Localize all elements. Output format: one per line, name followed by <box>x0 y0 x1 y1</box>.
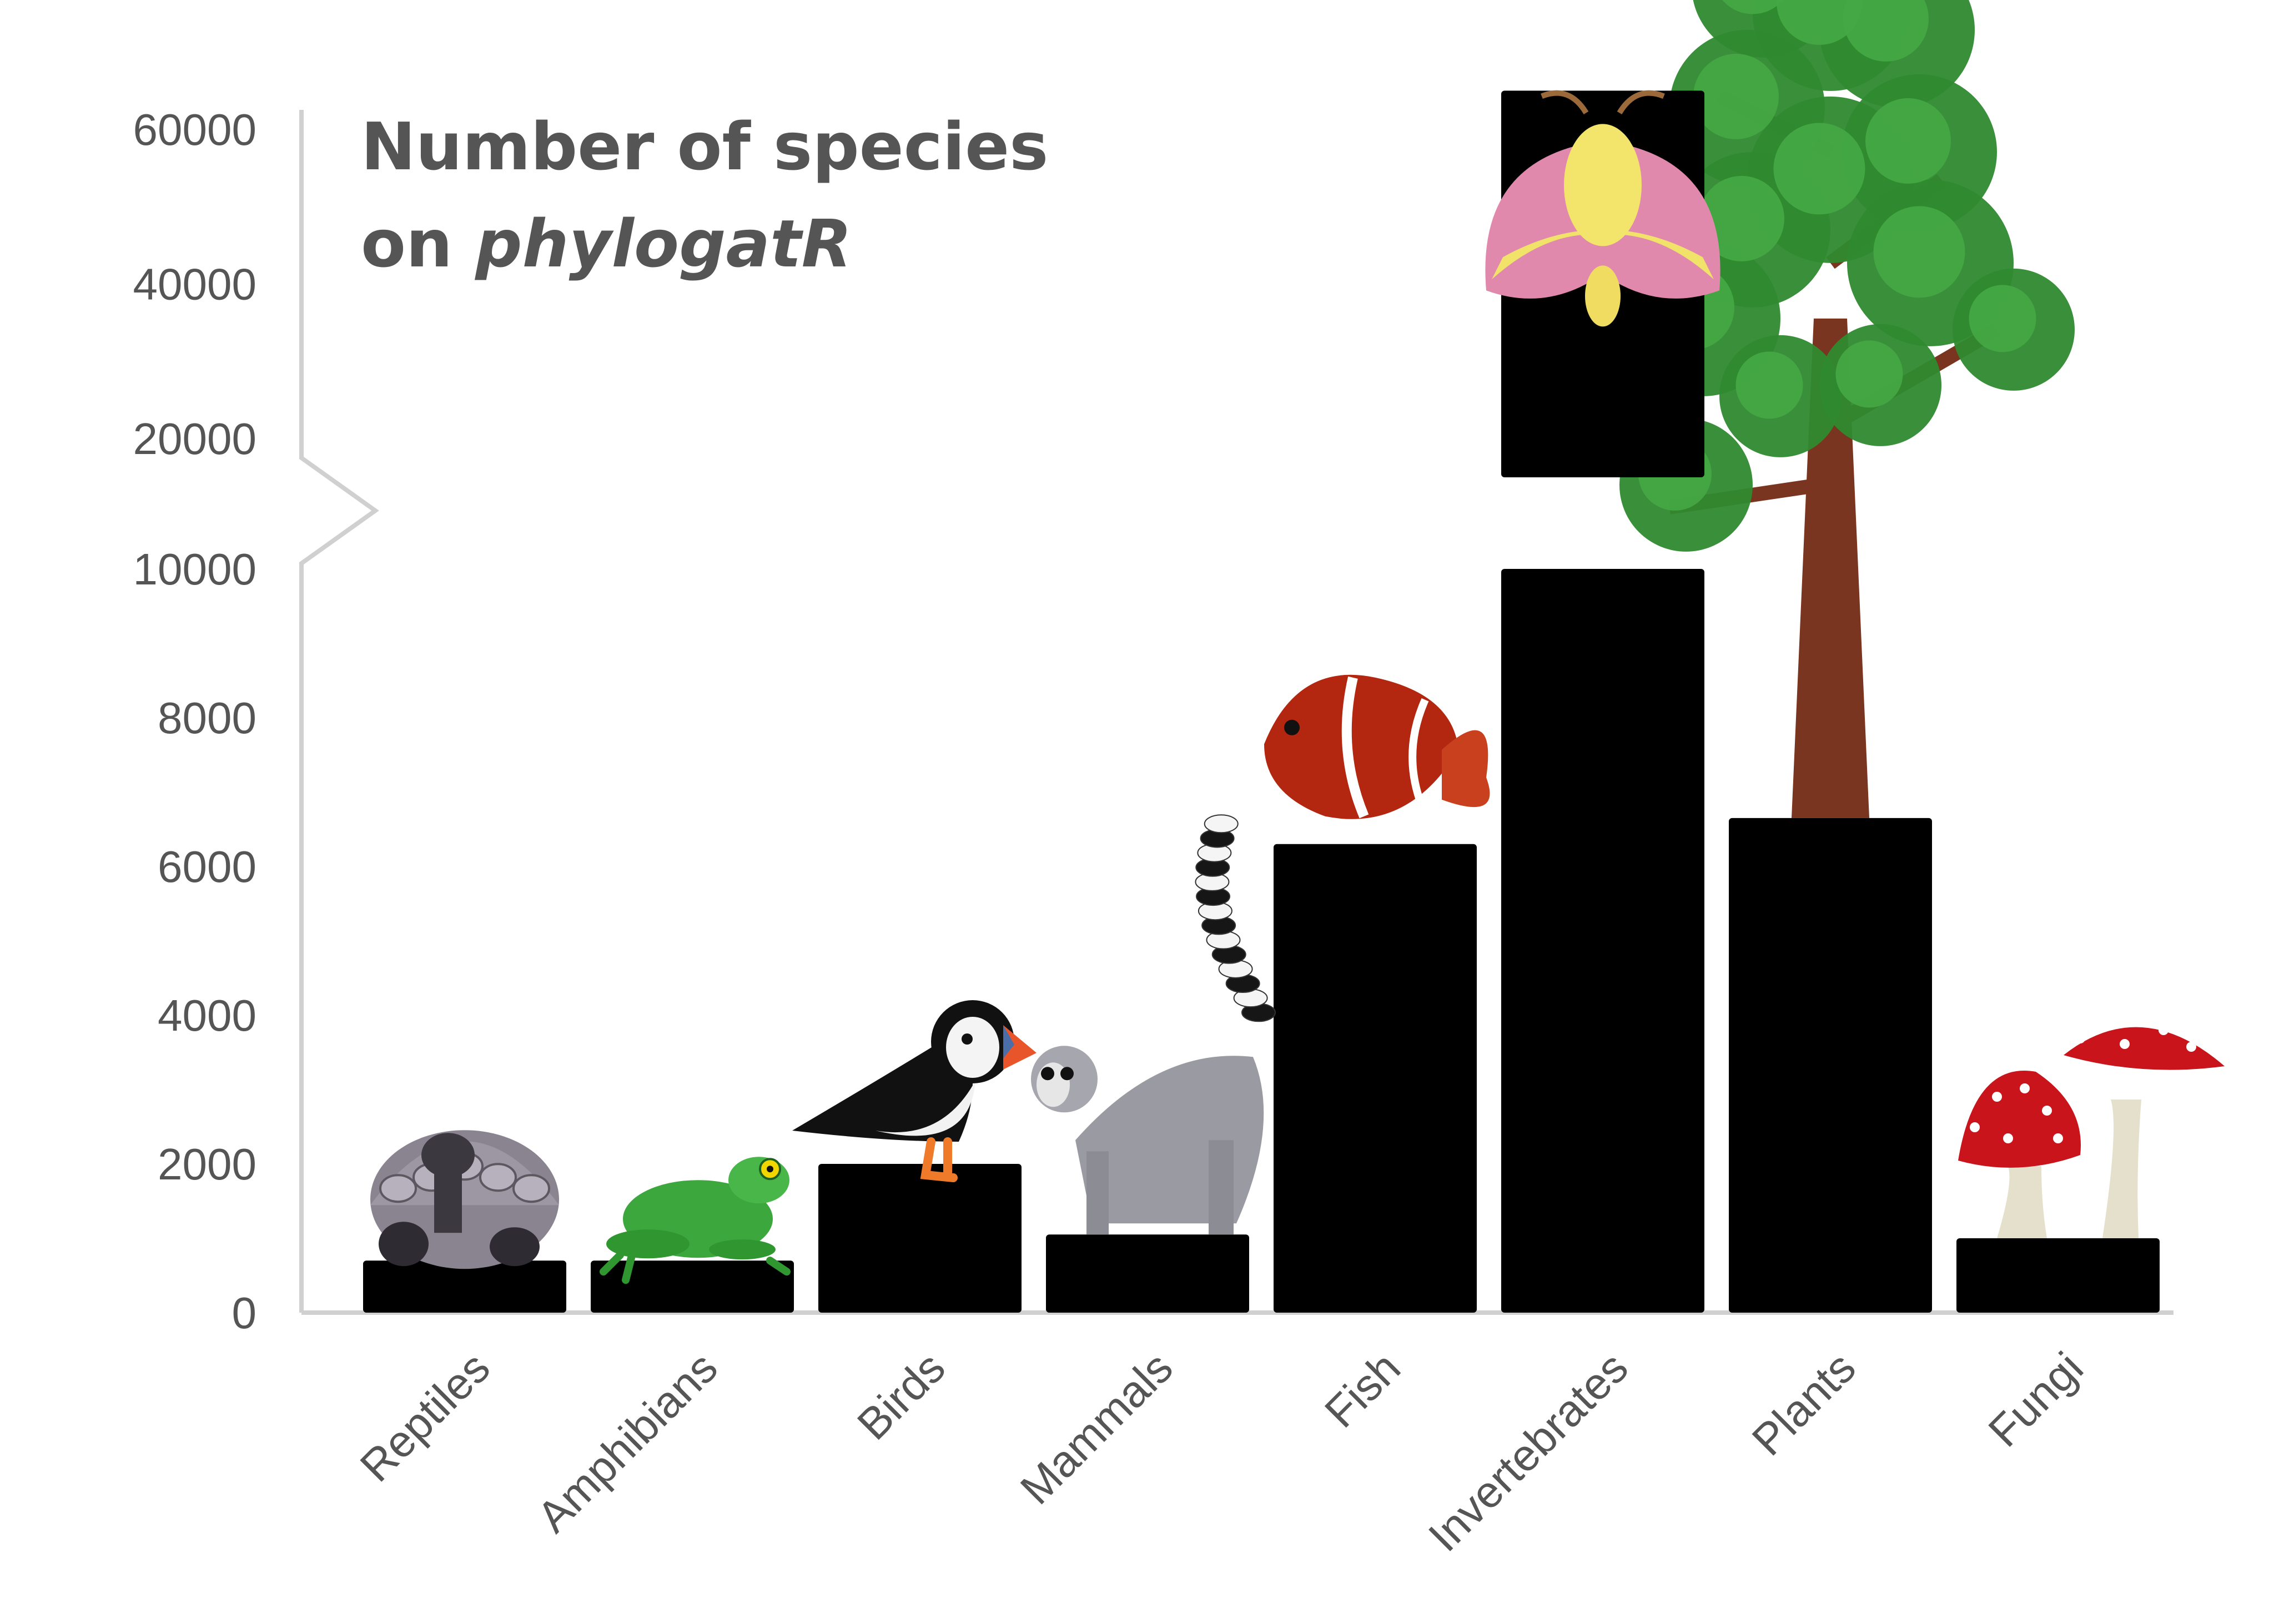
x-tick-label: Amphibians <box>528 1343 727 1542</box>
y-tick-label: 0 <box>232 1288 257 1338</box>
chart-title-prefix: on <box>361 205 475 282</box>
chart-title-line1: Number of species <box>361 108 1048 185</box>
bar-mammals <box>1046 1234 1249 1313</box>
moth-icon <box>1485 90 1720 327</box>
y-tick-labels: 0 2000 4000 6000 8000 10000 20000 40000 60000 <box>133 105 256 1338</box>
x-tick-label: Birds <box>848 1343 954 1449</box>
chart-title-line2: on phylogatR <box>361 205 852 282</box>
y-tick-label: 20000 <box>133 414 256 463</box>
lemur-icon <box>1031 814 1276 1235</box>
bar-fungi <box>1956 1238 2160 1313</box>
illustrations <box>1619 0 2075 818</box>
y-axis <box>299 110 379 1313</box>
frog-icon <box>600 1157 791 1284</box>
x-tick-label: Reptiles <box>351 1343 499 1491</box>
mushroom-icon <box>1958 1014 2225 1238</box>
x-tick-labels: Reptiles Amphibians Birds Mammals Fish Invert… <box>351 1343 2092 1561</box>
y-tick-label: 6000 <box>158 842 256 891</box>
y-tick-label: 40000 <box>133 260 256 309</box>
bars <box>363 90 2160 1313</box>
bar-invertebrates-lower <box>1501 569 1704 1313</box>
x-tick-label: Fish <box>1315 1343 1410 1437</box>
bar-plants <box>1729 818 1932 1313</box>
x-tick-label: Fungi <box>1979 1343 2092 1456</box>
x-tick-label: Plants <box>1743 1343 1865 1465</box>
y-tick-label: 4000 <box>158 991 256 1040</box>
y-tick-label: 8000 <box>158 693 256 743</box>
tree-icon <box>1619 0 2075 818</box>
bar-amphibians <box>591 1260 794 1313</box>
x-tick-label: Mammals <box>1011 1343 1182 1514</box>
y-tick-label: 60000 <box>133 105 256 154</box>
y-tick-label: 2000 <box>158 1139 256 1189</box>
front-illustrations <box>370 90 2225 1284</box>
y-tick-label: 10000 <box>133 544 256 594</box>
chart-title-italic: phylogatR <box>474 205 852 282</box>
bar-reptiles <box>363 1260 566 1313</box>
bar-fish <box>1274 844 1477 1313</box>
clownfish-icon <box>1264 674 1490 819</box>
x-tick-label: Invertebrates <box>1419 1343 1637 1561</box>
y-axis-line <box>299 110 379 1313</box>
puffin-icon <box>792 1000 1037 1182</box>
bar-birds <box>818 1164 1022 1313</box>
tortoise-icon <box>370 1130 559 1269</box>
